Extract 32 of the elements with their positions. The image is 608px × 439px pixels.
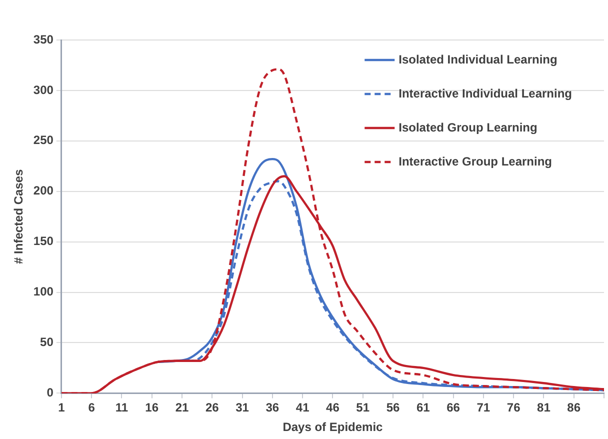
y-axis-title: # Infected Cases [12,168,26,264]
x-tick-label: 41 [296,400,310,415]
y-tick-label: 350 [33,32,54,46]
y-tick-label: 150 [33,234,54,248]
x-axis-title: Days of Epidemic [282,420,384,434]
x-tick-label: 86 [567,400,581,415]
x-tick-label: 56 [386,400,400,415]
x-tick-label: 51 [356,400,370,415]
y-tick-label: 250 [33,133,54,148]
x-tick-label: 16 [145,400,159,415]
x-tick-label: 61 [416,400,430,415]
y-tick-label: 100 [33,284,54,299]
x-tick-label: 1 [58,400,66,415]
legend-label: Interactive Group Learning [398,154,552,168]
x-tick-label: 31 [236,400,250,415]
x-tick-label: 46 [326,400,340,415]
x-tick-label: 6 [88,400,96,415]
x-tick-label: 11 [115,400,128,415]
y-tick-label: 300 [33,82,54,97]
x-tick-label: 76 [506,400,521,415]
x-tick-label: 26 [205,400,220,415]
y-tick-label: 200 [33,184,54,198]
legend-label: Isolated Individual Learning [398,52,558,66]
x-tick-label: 81 [537,400,551,415]
y-tick-label: 0 [46,386,54,400]
x-tick-label: 36 [266,400,280,415]
x-tick-label: 66 [446,400,460,415]
y-tick-label: 50 [40,335,54,350]
x-tick-label: 71 [476,400,490,415]
legend-label: Interactive Individual Learning [398,86,572,100]
x-tick-label: 21 [175,400,189,415]
legend-label: Isolated Group Learning [398,120,538,134]
